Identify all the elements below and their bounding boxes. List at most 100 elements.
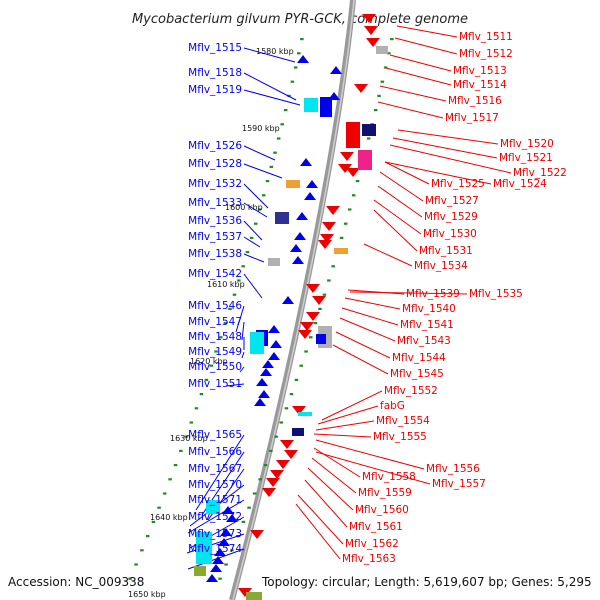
gene-block-navy[interactable] bbox=[292, 428, 304, 436]
gene-label-reverse[interactable]: Mflv_1524 bbox=[493, 178, 547, 190]
reverse-gene-block[interactable] bbox=[346, 122, 360, 148]
forward-gene-arrow[interactable] bbox=[218, 538, 230, 546]
forward-gene-arrow[interactable] bbox=[260, 368, 272, 376]
forward-gene-block[interactable] bbox=[316, 334, 326, 344]
gene-label-reverse[interactable]: Mflv_1543 bbox=[397, 335, 451, 347]
gene-label-reverse[interactable]: Mflv_1531 bbox=[419, 245, 473, 257]
forward-gene-arrow[interactable] bbox=[254, 398, 266, 406]
gene-block-cyan[interactable] bbox=[304, 98, 318, 112]
gene-label-reverse[interactable]: Mflv_1513 bbox=[453, 65, 507, 77]
forward-gene-arrow[interactable] bbox=[282, 296, 294, 304]
gene-label-forward[interactable]: Mflv_1566 bbox=[188, 446, 242, 458]
gene-block-cyan[interactable] bbox=[250, 332, 264, 354]
forward-gene-arrow[interactable] bbox=[290, 244, 302, 252]
reverse-gene-arrow[interactable] bbox=[346, 168, 360, 177]
gene-label-forward[interactable]: Mflv_1550 bbox=[188, 361, 242, 373]
gene-block-gray[interactable] bbox=[268, 258, 280, 266]
reverse-gene-arrow[interactable] bbox=[362, 14, 376, 23]
forward-gene-arrow[interactable] bbox=[210, 564, 222, 572]
gene-label-forward[interactable]: Mflv_1546 bbox=[188, 300, 242, 312]
gene-label-forward[interactable]: Mflv_1542 bbox=[188, 268, 242, 280]
gene-label-forward[interactable]: Mflv_1549 bbox=[188, 346, 242, 358]
reverse-gene-arrow[interactable] bbox=[322, 222, 336, 231]
gene-label-reverse[interactable]: Mflv_1514 bbox=[453, 79, 507, 91]
gene-label-reverse[interactable]: Mflv_1552 bbox=[384, 385, 438, 397]
gene-block-magenta[interactable] bbox=[358, 150, 372, 170]
gene-label-reverse[interactable]: Mflv_1544 bbox=[392, 352, 446, 364]
forward-gene-arrow[interactable] bbox=[206, 574, 218, 582]
forward-gene-arrow[interactable] bbox=[300, 158, 312, 166]
gene-label-reverse[interactable]: Mflv_1558 bbox=[362, 471, 416, 483]
reverse-gene-arrow[interactable] bbox=[354, 84, 368, 93]
reverse-gene-arrow[interactable] bbox=[262, 488, 276, 497]
gene-label-reverse[interactable]: Mflv_1560 bbox=[355, 504, 409, 516]
gene-label-reverse[interactable]: Mflv_1539 bbox=[406, 288, 460, 300]
forward-gene-arrow[interactable] bbox=[268, 325, 280, 333]
forward-gene-arrow[interactable] bbox=[258, 390, 270, 398]
gene-block-orange[interactable] bbox=[334, 248, 348, 254]
gene-label-reverse[interactable]: Mflv_1512 bbox=[459, 48, 513, 60]
forward-gene-arrow[interactable] bbox=[294, 232, 306, 240]
gene-label-reverse[interactable]: Mflv_1530 bbox=[423, 228, 477, 240]
gene-label-reverse[interactable]: Mflv_1522 bbox=[513, 167, 567, 179]
reverse-gene-arrow[interactable] bbox=[366, 38, 380, 47]
reverse-gene-arrow[interactable] bbox=[338, 164, 352, 173]
forward-gene-block[interactable] bbox=[320, 97, 332, 117]
gene-block-orange[interactable] bbox=[286, 180, 300, 188]
gene-block-olive[interactable] bbox=[246, 592, 262, 600]
gene-label-forward[interactable]: Mflv_1518 bbox=[188, 67, 242, 79]
gene-label-reverse[interactable]: Mflv_1555 bbox=[373, 431, 427, 443]
forward-gene-arrow[interactable] bbox=[297, 55, 309, 63]
forward-gene-arrow[interactable] bbox=[268, 352, 280, 360]
forward-gene-arrow[interactable] bbox=[262, 360, 274, 368]
gene-label-forward[interactable]: Mflv_1532 bbox=[188, 178, 242, 190]
forward-gene-arrow[interactable] bbox=[330, 66, 342, 74]
reverse-gene-arrow[interactable] bbox=[306, 284, 320, 293]
reverse-gene-arrow[interactable] bbox=[300, 322, 314, 331]
gene-label-reverse[interactable]: Mflv_1557 bbox=[432, 478, 486, 490]
reverse-gene-arrow[interactable] bbox=[312, 296, 326, 305]
forward-gene-arrow[interactable] bbox=[214, 548, 226, 556]
gene-label-forward[interactable]: Mflv_1573 bbox=[188, 528, 242, 540]
reverse-gene-arrow[interactable] bbox=[280, 440, 294, 449]
gene-label-reverse[interactable]: Mflv_1556 bbox=[426, 463, 480, 475]
reverse-gene-arrow[interactable] bbox=[276, 460, 290, 469]
gene-label-forward[interactable]: Mflv_1538 bbox=[188, 248, 242, 260]
reverse-gene-arrow[interactable] bbox=[318, 240, 332, 249]
gene-block-gray[interactable] bbox=[376, 46, 388, 54]
gene-label-forward[interactable]: Mflv_1536 bbox=[188, 215, 242, 227]
forward-gene-arrow[interactable] bbox=[292, 256, 304, 264]
gene-label-forward[interactable]: Mflv_1537 bbox=[188, 231, 242, 243]
reverse-gene-arrow[interactable] bbox=[340, 152, 354, 161]
gene-label-forward[interactable]: Mflv_1567 bbox=[188, 463, 242, 475]
gene-block-olive[interactable] bbox=[194, 566, 206, 576]
gene-label-forward[interactable]: Mflv_1571 bbox=[188, 494, 242, 506]
gene-label-reverse[interactable]: Mflv_1516 bbox=[448, 95, 502, 107]
reverse-gene-arrow[interactable] bbox=[250, 530, 264, 539]
gene-label-reverse[interactable]: Mflv_1529 bbox=[424, 211, 478, 223]
gene-label-forward[interactable]: Mflv_1533 bbox=[188, 197, 242, 209]
gene-label-reverse[interactable]: Mflv_1545 bbox=[390, 368, 444, 380]
gene-block-navy[interactable] bbox=[362, 124, 376, 136]
reverse-gene-arrow[interactable] bbox=[270, 470, 284, 479]
forward-gene-arrow[interactable] bbox=[226, 514, 238, 522]
gene-label-forward[interactable]: Mflv_1565 bbox=[188, 429, 242, 441]
reverse-gene-arrow[interactable] bbox=[266, 478, 280, 487]
gene-label-reverse[interactable]: Mflv_1561 bbox=[349, 521, 403, 533]
gene-label-reverse[interactable]: Mflv_1511 bbox=[459, 31, 513, 43]
reverse-gene-arrow[interactable] bbox=[306, 312, 320, 321]
gene-label-reverse[interactable]: fabG bbox=[380, 400, 405, 412]
gene-label-reverse[interactable]: Mflv_1517 bbox=[445, 112, 499, 124]
forward-gene-arrow[interactable] bbox=[256, 378, 268, 386]
gene-label-forward[interactable]: Mflv_1574 bbox=[188, 543, 242, 555]
gene-label-reverse[interactable]: Mflv_1541 bbox=[400, 319, 454, 331]
gene-label-reverse[interactable]: Mflv_1525 bbox=[431, 178, 485, 190]
gene-label-forward[interactable]: Mflv_1547 bbox=[188, 316, 242, 328]
forward-gene-arrow[interactable] bbox=[306, 180, 318, 188]
reverse-gene-arrow[interactable] bbox=[320, 234, 334, 243]
gene-label-reverse[interactable]: Mflv_1520 bbox=[500, 138, 554, 150]
gene-label-forward[interactable]: Mflv_1570 bbox=[188, 479, 242, 491]
reverse-gene-arrow[interactable] bbox=[238, 588, 252, 597]
gene-label-forward[interactable]: Mflv_1515 bbox=[188, 42, 242, 54]
gene-label-forward[interactable]: Mflv_1548 bbox=[188, 331, 242, 343]
